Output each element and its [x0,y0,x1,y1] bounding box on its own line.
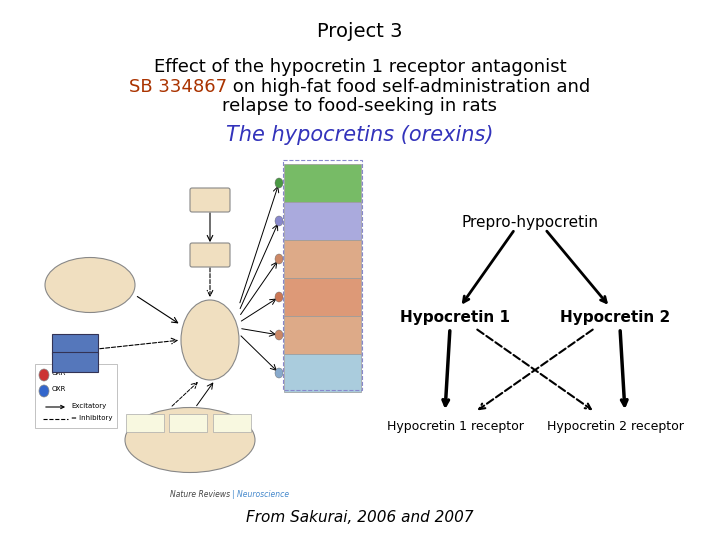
Ellipse shape [275,254,283,264]
Text: Orexin: Orexin [196,336,224,345]
FancyBboxPatch shape [284,316,361,354]
Text: Hypocretin 1 receptor: Hypocretin 1 receptor [387,420,523,433]
Text: TMN: TMN [289,320,307,326]
Text: Prepro-hypocretin: Prepro-hypocretin [462,215,598,230]
FancyBboxPatch shape [52,334,98,354]
Text: Effect of the hypocretin 1 receptor antagonist: Effect of the hypocretin 1 receptor anta… [153,58,567,76]
Text: GABA: GABA [64,356,86,365]
Text: Noradrenaline: Noradrenaline [289,255,334,260]
Text: Leptin: Leptin [222,416,242,421]
Text: LDT/PPT: LDT/PPT [289,168,322,174]
Text: = Inhibitory: = Inhibitory [71,415,112,421]
FancyBboxPatch shape [284,164,361,202]
Text: Excitatory: Excitatory [71,403,107,409]
Text: relapse to food-seeking in rats: relapse to food-seeking in rats [222,97,498,115]
Text: Project 3: Project 3 [318,22,402,41]
Text: Nature Reviews: Nature Reviews [170,490,230,499]
FancyBboxPatch shape [213,414,251,432]
Text: Serotonin: Serotonin [289,293,319,298]
Text: Amygdala: Amygdala [71,275,109,284]
Text: SNr: SNr [289,358,303,364]
Text: LC: LC [289,244,299,250]
Text: Dopamine: Dopamine [289,217,321,222]
Ellipse shape [275,216,283,226]
Text: PH: PH [204,348,216,357]
Ellipse shape [275,178,283,188]
Ellipse shape [125,408,255,472]
Text: DMH: DMH [200,249,220,258]
Text: VLPO: VLPO [65,338,85,347]
FancyBboxPatch shape [284,278,361,316]
FancyBboxPatch shape [284,240,361,278]
Text: Hypocretin 1: Hypocretin 1 [400,310,510,325]
FancyBboxPatch shape [284,202,361,240]
Ellipse shape [45,258,135,313]
Text: and BST: and BST [74,287,106,296]
FancyBboxPatch shape [169,414,207,432]
Text: Acetylcholine: Acetylcholine [289,179,331,184]
FancyBboxPatch shape [284,354,361,392]
Text: SB 334867: SB 334867 [130,78,228,96]
Text: OXR: OXR [52,370,66,376]
Ellipse shape [39,385,49,397]
Text: From Sakurai, 2006 and 2007: From Sakurai, 2006 and 2007 [246,510,474,525]
Text: Glucose: Glucose [132,416,158,421]
Text: Histamine: Histamine [289,331,321,336]
Text: VTA: VTA [289,206,305,212]
Text: | Neuroscience: | Neuroscience [232,490,289,499]
FancyBboxPatch shape [52,352,98,372]
Text: Ghrelin: Ghrelin [176,416,199,421]
Text: GABA: GABA [289,369,307,374]
Ellipse shape [275,330,283,340]
Ellipse shape [39,369,49,381]
Text: SCN: SCN [202,194,219,203]
Text: The hypocretins (orexins): The hypocretins (orexins) [226,125,494,145]
Text: on high-fat food self-administration and: on high-fat food self-administration and [228,78,590,96]
Text: metabolic cues: metabolic cues [161,442,219,451]
FancyBboxPatch shape [190,188,230,212]
Text: LHA: LHA [202,324,218,333]
FancyBboxPatch shape [190,243,230,267]
Ellipse shape [181,300,239,380]
Ellipse shape [275,292,283,302]
Text: Hypocretin 2 receptor: Hypocretin 2 receptor [546,420,683,433]
Text: OXR: OXR [52,386,66,392]
Text: Hypocretin 2: Hypocretin 2 [560,310,670,325]
Text: Peripheral: Peripheral [171,430,210,439]
Text: DR: DR [289,282,300,288]
FancyBboxPatch shape [126,414,164,432]
Ellipse shape [275,368,283,378]
